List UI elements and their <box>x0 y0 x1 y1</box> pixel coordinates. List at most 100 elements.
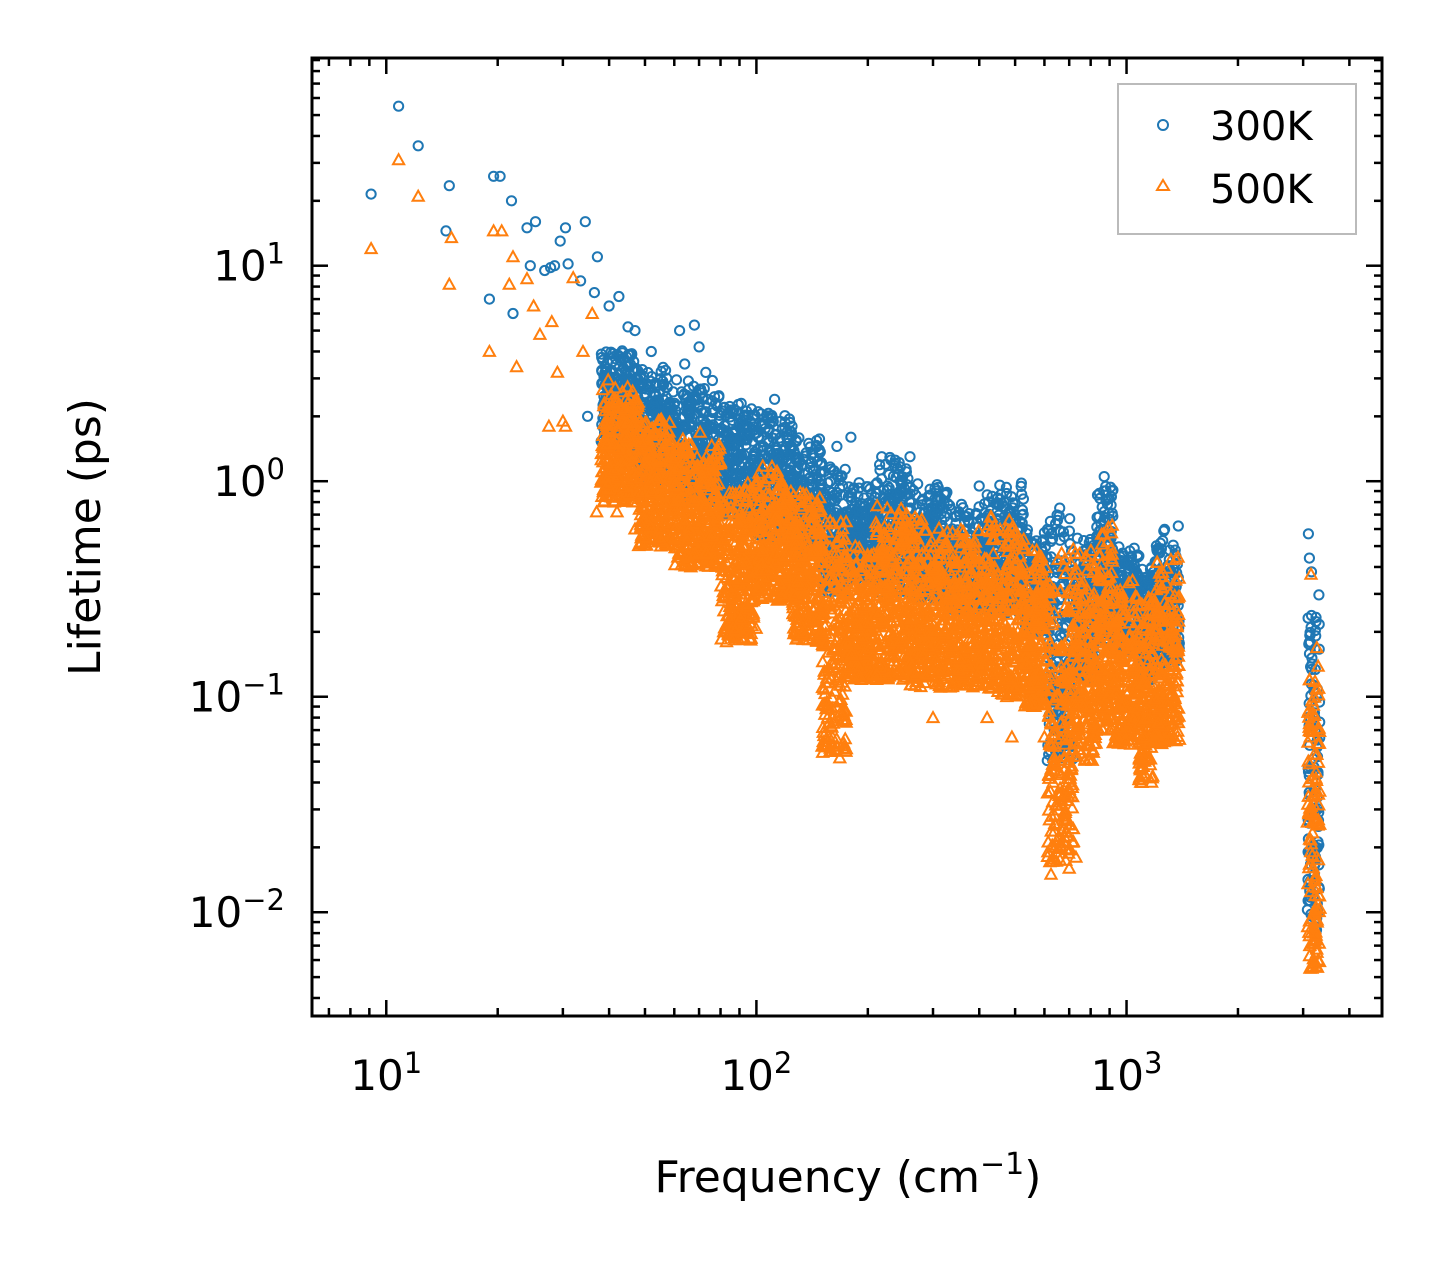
point-300k-1414 <box>763 437 775 449</box>
point-300k-1654 <box>804 441 816 453</box>
point-300k-4645 <box>579 216 591 228</box>
series-500k <box>363 152 1328 974</box>
point-300k-2938 <box>973 501 985 513</box>
point-300k-3365 <box>1021 524 1034 536</box>
point-300k-1407 <box>752 432 764 444</box>
point-300k-543 <box>649 377 662 389</box>
point-300k-4652 <box>554 235 566 247</box>
point-300k-1438 <box>774 454 786 466</box>
point-300k-4664 <box>693 341 705 353</box>
point-300k-504 <box>657 375 669 387</box>
point-300k-882 <box>678 419 690 431</box>
point-300k-4682 <box>582 410 594 422</box>
point-300k-3897 <box>1091 489 1104 501</box>
point-300k-2968 <box>981 489 993 501</box>
point-300k-2651 <box>910 489 922 501</box>
point-300k-1662 <box>810 439 822 451</box>
series-layer <box>363 100 1328 974</box>
point-300k-4661 <box>674 325 686 337</box>
point-300k-3637 <box>1071 532 1084 544</box>
point-300k-3520 <box>1064 513 1076 525</box>
point-300k-521 <box>639 388 651 400</box>
point-300k-895 <box>695 383 707 395</box>
point-300k-4672 <box>904 451 916 463</box>
point-300k-1152 <box>730 405 742 417</box>
point-300k-3189 <box>1016 509 1028 521</box>
point-300k-2623 <box>929 508 941 520</box>
point-300k-4662 <box>679 358 691 370</box>
point-300k-2000 <box>845 492 858 504</box>
point-300k-273 <box>623 360 635 372</box>
point-300k-1129 <box>732 440 745 452</box>
point-300k-2646 <box>939 511 951 523</box>
point-300k-4639 <box>505 195 518 207</box>
point-300k-2361 <box>889 457 901 469</box>
point-300k-751 <box>706 374 719 387</box>
point-300k-4649 <box>507 307 519 320</box>
point-300k-4638 <box>494 170 506 182</box>
point-300k-525 <box>635 377 647 390</box>
point-300k-879 <box>699 406 711 418</box>
point-300k-717 <box>682 375 695 387</box>
point-300k-4650 <box>524 260 536 272</box>
point-300k-4648 <box>483 293 495 305</box>
point-300k-4644 <box>559 222 572 234</box>
point-300k-3587 <box>1044 515 1057 527</box>
point-300k-3149 <box>994 479 1006 491</box>
point-300k-3217 <box>994 554 1006 566</box>
point-300k-3620 <box>1050 518 1062 530</box>
point-300k-1660 <box>802 473 815 485</box>
point-300k-4636 <box>443 180 455 192</box>
point-300k-3751 <box>1078 535 1090 547</box>
point-300k-769 <box>670 374 683 386</box>
point-300k-872 <box>688 392 700 404</box>
point-300k-4656 <box>603 300 615 312</box>
point-300k-2099 <box>851 527 863 539</box>
point-300k-402 <box>636 364 648 376</box>
point-300k-2057 <box>852 490 864 502</box>
point-300k-534 <box>650 394 662 406</box>
point-300k-278 <box>607 348 619 360</box>
point-300k-4676 <box>1098 471 1110 483</box>
point-300k-4665 <box>700 366 712 378</box>
point-300k-2931 <box>962 514 974 527</box>
point-300k-4668 <box>769 393 781 405</box>
point-300k-4680 <box>1303 552 1316 564</box>
point-300k-1147 <box>715 407 727 419</box>
point-300k-643 <box>672 400 684 412</box>
point-300k-3498 <box>1045 535 1057 548</box>
point-300k-4635 <box>412 140 424 152</box>
point-300k-2903 <box>944 500 956 512</box>
point-300k-868 <box>685 420 697 432</box>
point-300k-1435 <box>767 415 779 428</box>
point-300k-1142 <box>725 432 737 444</box>
point-300k-850 <box>698 429 710 441</box>
point-300k-220 <box>595 348 608 360</box>
point-300k-1667 <box>804 462 816 474</box>
point-300k-2055 <box>846 487 858 499</box>
point-300k-3198 <box>983 496 995 508</box>
point-300k-1351 <box>764 410 776 422</box>
point-300k-4669 <box>831 440 843 452</box>
point-300k-1162 <box>729 458 741 470</box>
point-300k-867 <box>706 395 718 407</box>
point-300k-229 <box>597 354 609 366</box>
point-300k-880 <box>700 417 712 429</box>
point-300k-4653 <box>562 258 574 270</box>
point-300k-4634 <box>393 100 405 112</box>
point-300k-3048 <box>1000 481 1013 493</box>
point-300k-4657 <box>613 290 625 303</box>
point-300k-2263 <box>900 466 913 478</box>
point-300k-2811 <box>955 498 968 510</box>
point-300k-1665 <box>794 455 806 468</box>
point-300k-1868 <box>836 470 848 482</box>
point-300k-3589 <box>1063 525 1076 537</box>
point-300k-2645 <box>924 490 936 502</box>
point-300k-4660 <box>645 345 657 358</box>
point-300k-1441 <box>756 417 768 430</box>
point-300k-361 <box>660 364 672 376</box>
point-300k-1646 <box>793 432 805 444</box>
point-300k-1108 <box>743 422 755 434</box>
point-300k-4584 <box>1313 589 1325 601</box>
